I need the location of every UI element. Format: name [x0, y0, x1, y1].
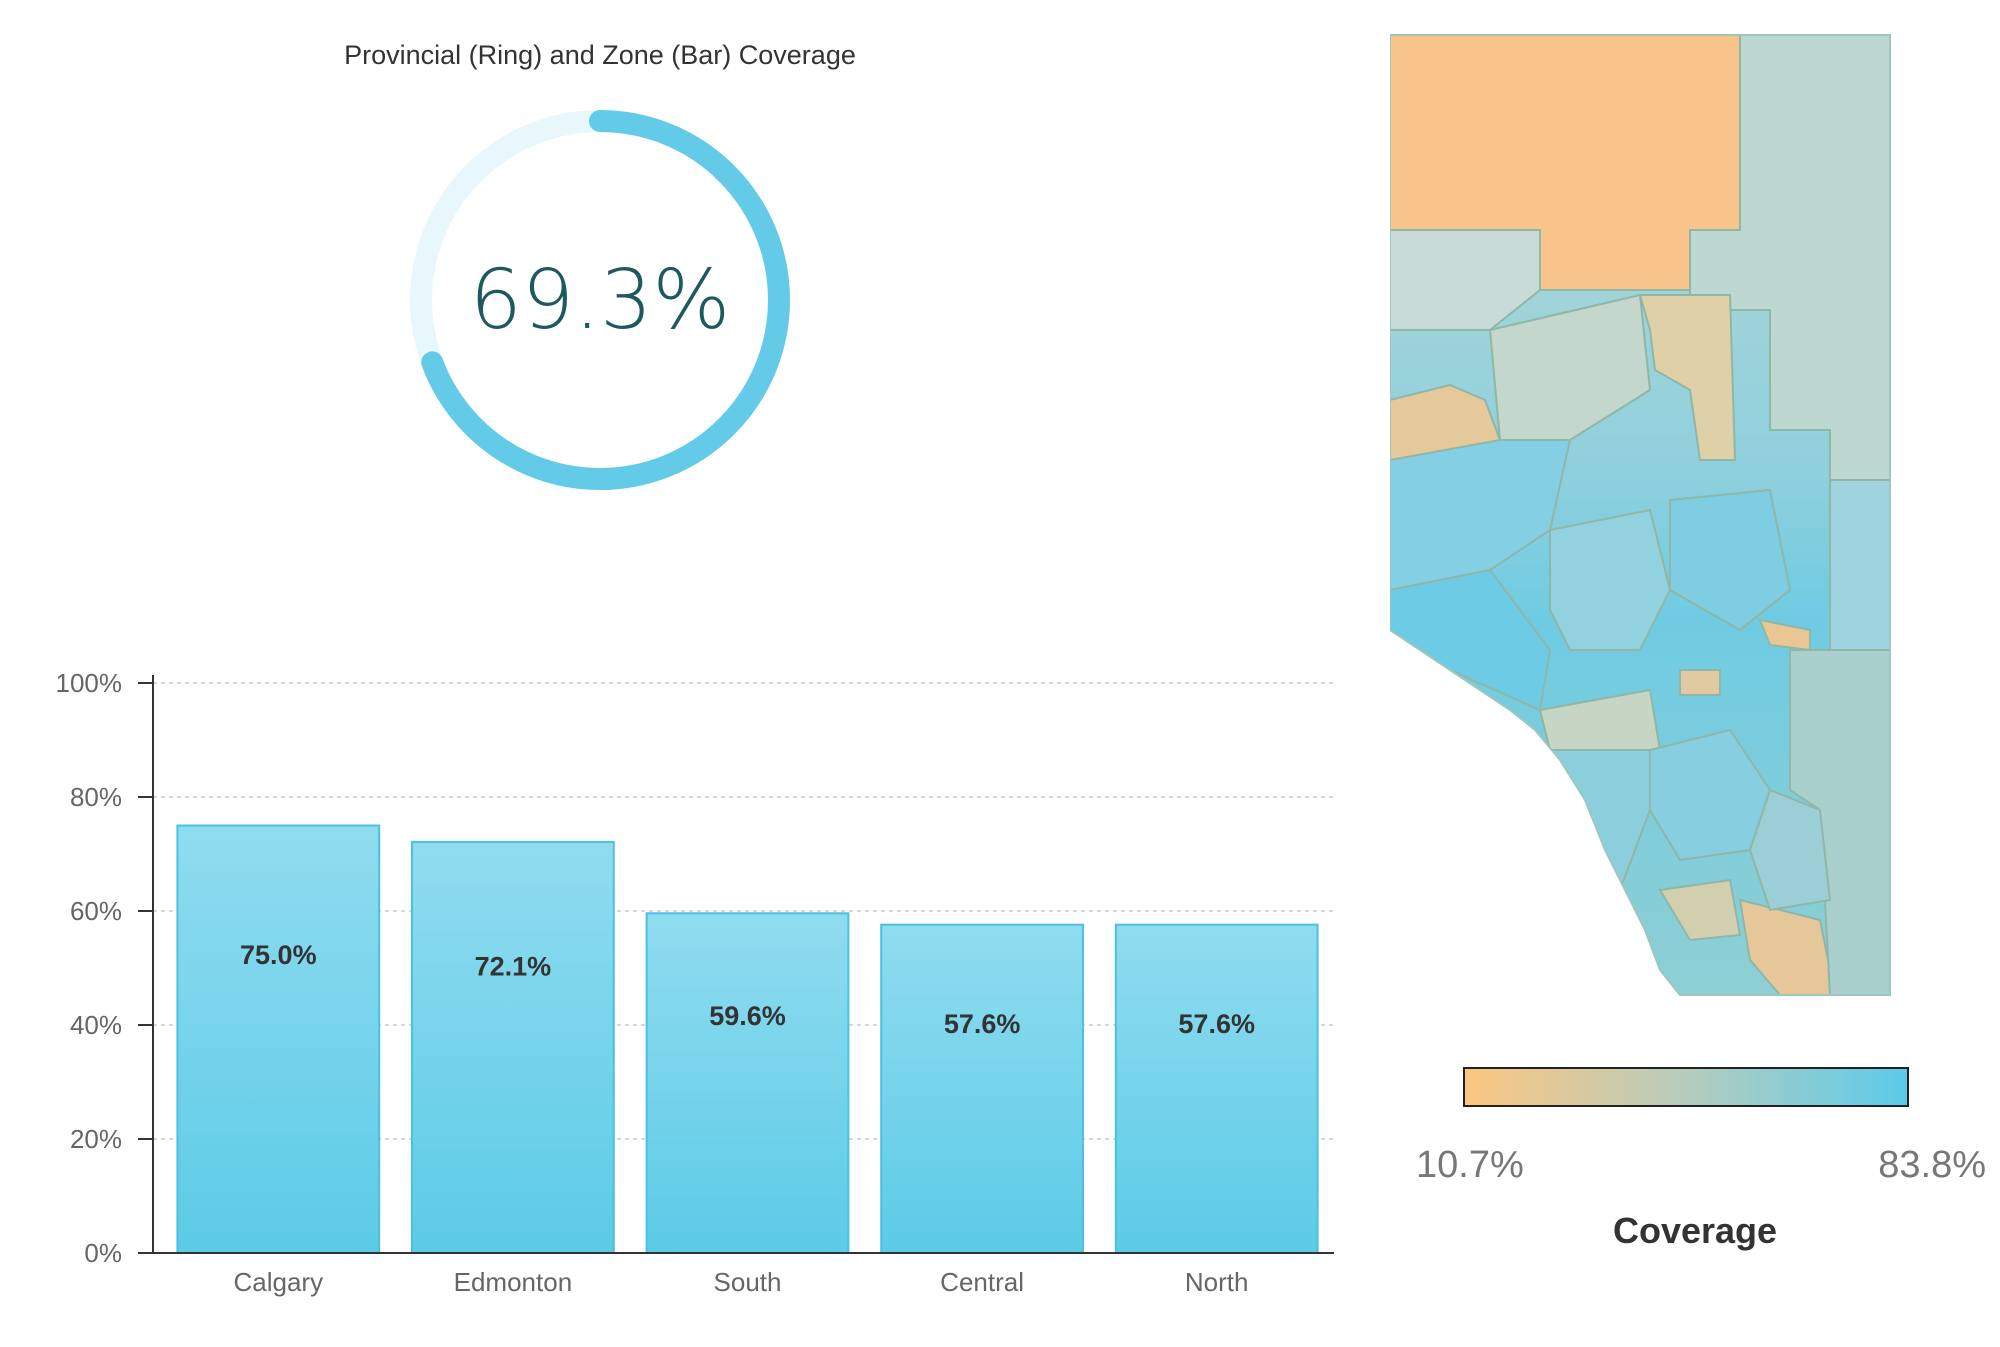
map-region-south: [1738, 898, 1837, 995]
x-tick-label: North: [1185, 1267, 1249, 1297]
bar-value-label: 59.6%: [709, 1001, 786, 1031]
y-tick-label: 60%: [70, 896, 122, 926]
map-region-mid-north: [1488, 293, 1652, 441]
x-axis-ticks: Calgary Edmonton South Central North: [234, 1267, 1249, 1297]
bar-value-label: 57.6%: [944, 1009, 1021, 1039]
map-region-edmonton: [1669, 488, 1792, 632]
legend-max-label: 83.8%: [1878, 1144, 1986, 1186]
bar-value-labels: 75.0% 72.1% 59.6% 57.6% 57.6%: [240, 940, 1255, 1039]
map-region-southeast-inner: [1748, 788, 1832, 912]
map-region-mountains: [1390, 568, 1552, 712]
chart-title: Provincial (Ring) and Zone (Bar) Coverag…: [344, 40, 856, 70]
ring-arc: [410, 110, 790, 490]
legend-min-label: 10.7%: [1416, 1144, 1524, 1186]
province-outline: [1390, 34, 1891, 996]
map-region-southeast: [1789, 649, 1890, 995]
map-region-capital-area: [1679, 669, 1721, 696]
bar-value-label: 72.1%: [475, 951, 552, 981]
map-region-east: [1829, 479, 1890, 651]
map-region-south-central: [1658, 878, 1742, 942]
bar-south: [645, 912, 850, 1254]
map-region-northeast: [1689, 35, 1890, 481]
y-axis-ticks: 0% 20% 40% 60% 80% 100%: [56, 668, 153, 1268]
x-tick-label: Edmonton: [454, 1267, 573, 1297]
map-region-edmonton-west: [1549, 508, 1672, 651]
provincial-ring: 69.3%: [400, 100, 800, 500]
x-tick-label: Central: [940, 1267, 1024, 1297]
coverage-map: [1390, 34, 1891, 996]
bar-north: [1114, 923, 1319, 1254]
bars: [176, 824, 1319, 1254]
map-regions: [1390, 35, 1890, 995]
y-tick-label: 40%: [70, 1010, 122, 1040]
bar-value-label: 57.6%: [1178, 1009, 1255, 1039]
map-region-northwest-lower: [1390, 229, 1541, 331]
x-tick-label: Calgary: [234, 1267, 324, 1297]
x-tick-label: South: [714, 1267, 782, 1297]
bar-central: [880, 923, 1084, 1254]
y-tick-label: 80%: [70, 782, 122, 812]
y-tick-label: 20%: [70, 1124, 122, 1154]
legend-color-scale: [1463, 1067, 1909, 1107]
coverage-legend: 10.7% 83.8% Coverage: [1400, 1060, 1990, 1280]
legend-title: Coverage: [1612, 1210, 1778, 1251]
bar-edmonton: [411, 841, 615, 1254]
bar-calgary: [176, 824, 381, 1254]
y-tick-label: 100%: [56, 668, 123, 698]
ring-value: 69.3%: [469, 252, 731, 348]
zone-bar-chart: 0% 20% 40% 60% 80% 100% 75.0% 72.1% 59.6% 57.6% 5…: [56, 668, 1334, 1297]
bar-value-label: 75.0%: [240, 940, 317, 970]
y-tick-label: 0%: [84, 1238, 122, 1268]
map-region-north-central: [1638, 294, 1737, 461]
ring-graphic: [410, 110, 790, 490]
